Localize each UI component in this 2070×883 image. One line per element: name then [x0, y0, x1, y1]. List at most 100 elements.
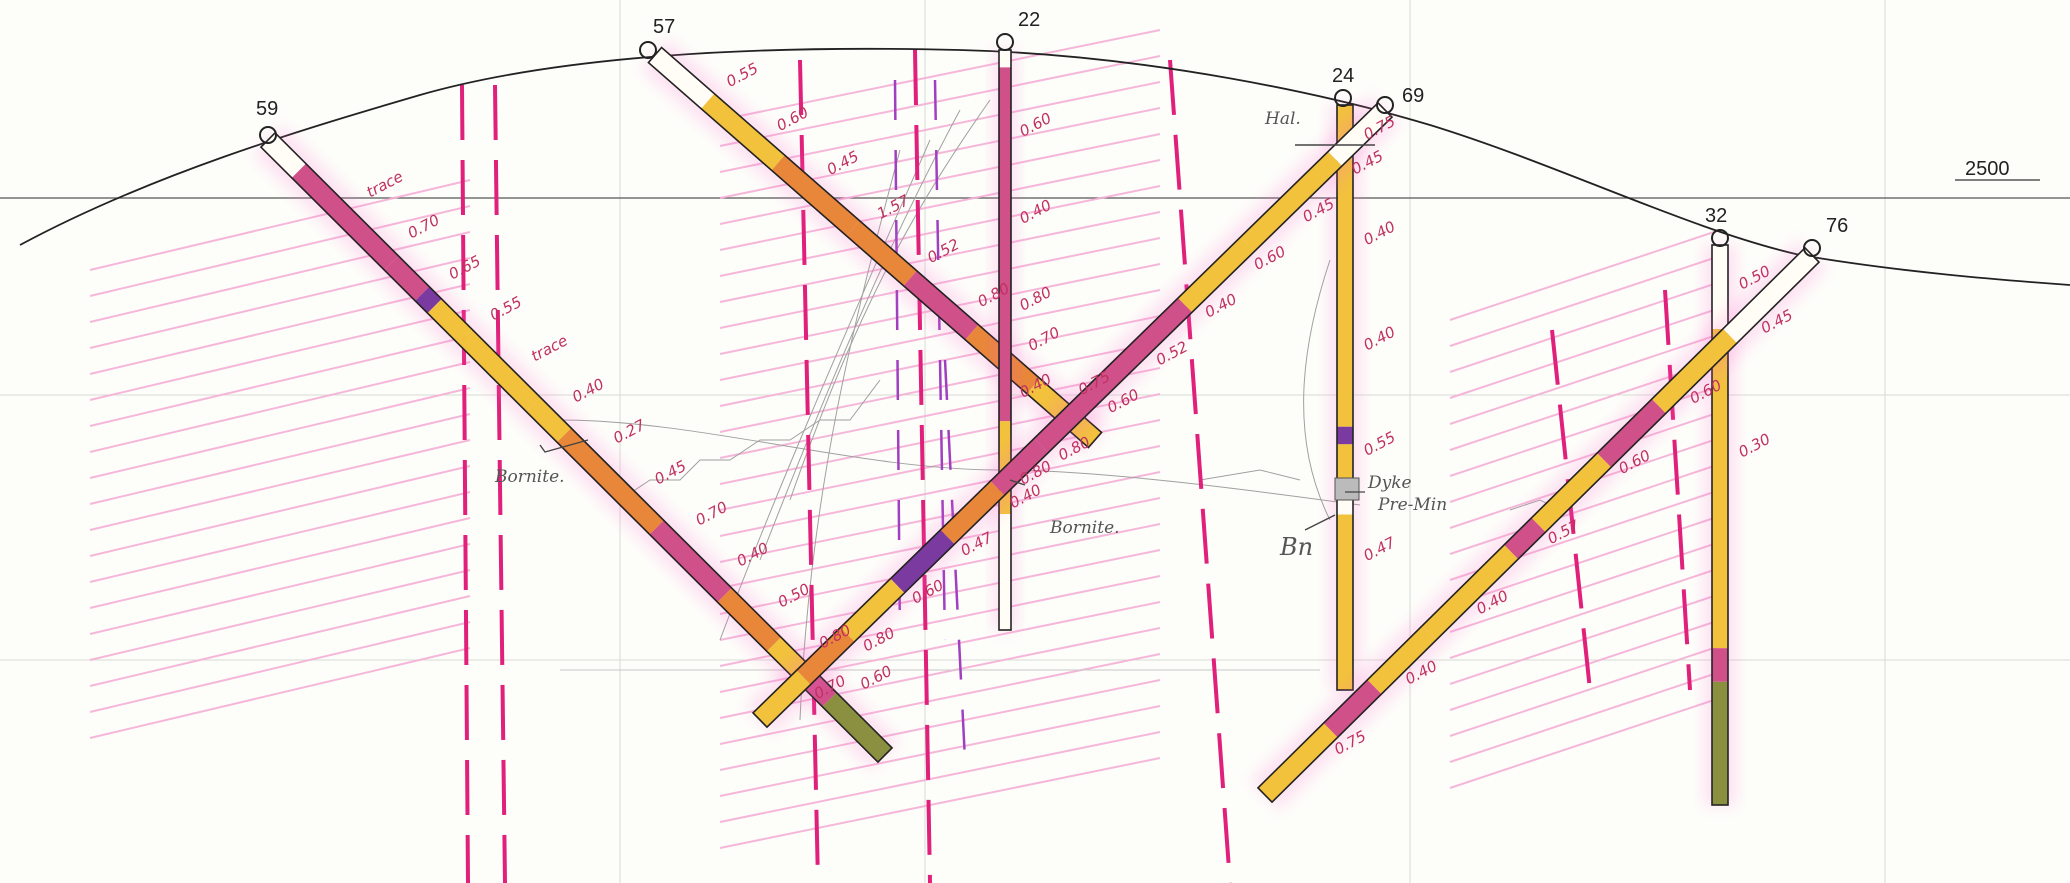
drill-hole-h22[interactable] [993, 49, 1017, 631]
assay-value-h57: 0.70 [1025, 323, 1063, 355]
hatch-line [719, 185, 1161, 277]
collar-circle [996, 33, 1014, 51]
notes: Bornite. Bornite. Hal. Dyke Pre-Min Bn [494, 109, 1447, 561]
hatch-line [89, 569, 471, 661]
hole-interval [1367, 625, 1437, 695]
hole-interval [999, 514, 1011, 630]
hole-interval [822, 692, 893, 763]
drill-hole-h57[interactable] [641, 39, 1109, 456]
hatch-line [1449, 671, 1721, 763]
hatch-line [89, 413, 471, 505]
hole-interval [1651, 328, 1737, 414]
arrow-bornite-center [1009, 479, 1026, 486]
collar-h22[interactable]: 22 [996, 9, 1040, 51]
collar-h69[interactable]: 69 [1376, 85, 1424, 114]
collar-circle [639, 41, 657, 59]
assay-value-h57: 0.55 [723, 59, 761, 91]
hatch-line [89, 179, 471, 271]
hatch-line [719, 445, 1161, 537]
drill-hole-h59[interactable] [253, 125, 900, 770]
hatch-line [1449, 697, 1721, 789]
hole-label-59: 59 [256, 98, 278, 120]
hatch-line [719, 653, 1161, 745]
hatch-line [1449, 333, 1721, 425]
hole-label-32: 32 [1705, 205, 1727, 227]
hatch-line [89, 647, 471, 739]
hatched-zones [89, 29, 1721, 849]
hole-outline [751, 101, 1394, 729]
assay-value-h59: 0.45 [651, 457, 689, 489]
hole-interval [999, 50, 1011, 68]
note-hal: Hal. [1264, 109, 1301, 129]
zone-contacts [460, 49, 1692, 883]
assay-value-h59: 0.50 [775, 580, 813, 612]
hatch-line [719, 679, 1161, 771]
hole-interval [427, 298, 473, 344]
hole-interval [1328, 102, 1392, 166]
hole-interval [1337, 514, 1353, 690]
drill-hole-h32[interactable] [1704, 244, 1736, 806]
hatch-line [89, 309, 471, 401]
note-bornite-left: Bornite. [494, 467, 565, 487]
hole-interval [1337, 426, 1353, 445]
collar-h57[interactable]: 57 [639, 16, 675, 59]
hole-interval [1712, 681, 1728, 805]
hole-interval [753, 670, 811, 728]
hole-interval [1178, 237, 1255, 313]
hole-interval [526, 397, 572, 443]
collar-h32[interactable]: 32 [1705, 205, 1729, 247]
assay-value-h59: 0.40 [734, 539, 772, 571]
hatch-line [89, 439, 471, 531]
collar-h76[interactable]: 76 [1803, 215, 1848, 257]
hole-interval [649, 520, 732, 603]
hole-interval [840, 578, 905, 642]
hole-interval [260, 132, 306, 178]
drill-hole-h69[interactable] [746, 95, 1399, 735]
hole-interval [1531, 453, 1612, 533]
assay-value-h57: 0.45 [824, 147, 862, 179]
purple-contacts [893, 79, 967, 761]
hole-interval [291, 163, 399, 271]
collar-circle [1803, 239, 1821, 257]
collar-h59[interactable]: 59 [256, 98, 278, 144]
hole-interval [1712, 329, 1728, 649]
assay-value-h24: 0.47 [1360, 533, 1398, 565]
hole-interval [1323, 679, 1382, 738]
hole-interval [1034, 298, 1192, 453]
hole-label-24: 24 [1332, 65, 1354, 87]
hole-label-69: 69 [1402, 85, 1424, 107]
hatch-line [719, 29, 1161, 121]
hatch-line [89, 205, 471, 297]
hatch-line [89, 361, 471, 453]
hatch-line [89, 387, 471, 479]
hole-interval [648, 47, 715, 109]
hole-interval [1712, 245, 1728, 329]
hatch-line [719, 289, 1161, 381]
assay-value-h32: 0.30 [1735, 430, 1773, 462]
hatch-line [719, 705, 1161, 797]
note-pre-min: Pre-Min [1377, 495, 1447, 515]
hatch-line [719, 731, 1161, 823]
hole-interval [990, 438, 1049, 496]
hatch-line [89, 621, 471, 713]
assay-value-h59: 0.40 [569, 375, 607, 407]
hatch-line [1449, 307, 1721, 399]
elevation-label: 2500 [1965, 158, 2010, 180]
hatch-line [89, 517, 471, 609]
drill-hole-h76[interactable] [1250, 240, 1827, 810]
hole-interval [1712, 648, 1728, 682]
hole-interval [903, 270, 979, 340]
drill-hole-h24[interactable] [1329, 104, 1361, 691]
hatch-line [719, 757, 1161, 849]
hole-interval [890, 529, 955, 593]
hole-interval [1422, 544, 1519, 641]
collar-h24[interactable]: 24 [1332, 65, 1354, 107]
arrow-bornite-left [539, 439, 589, 453]
hole-interval [1504, 517, 1546, 560]
hatch-line [719, 55, 1161, 147]
hatch-line [1449, 281, 1721, 373]
collar-circle [1711, 229, 1729, 247]
assay-value-h59: 0.70 [693, 498, 731, 530]
hatch-line [719, 211, 1161, 303]
assay-value-h22: 0.40 [1016, 196, 1054, 228]
